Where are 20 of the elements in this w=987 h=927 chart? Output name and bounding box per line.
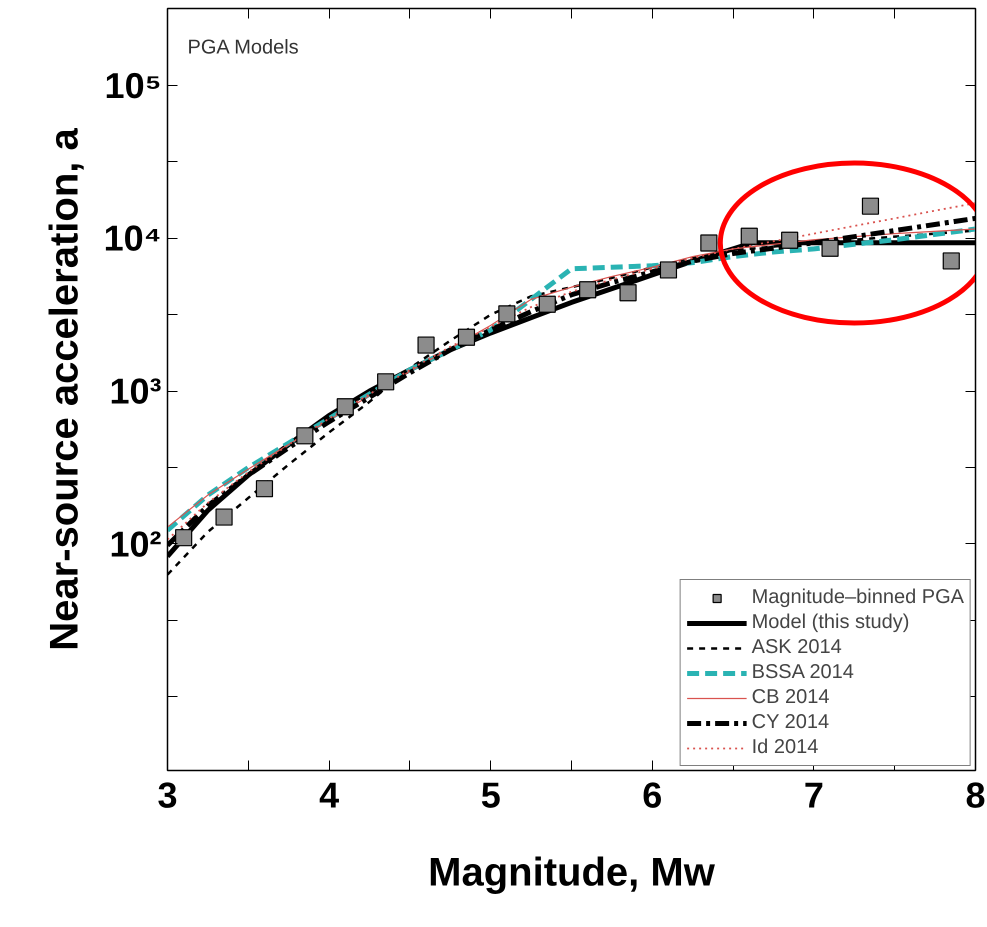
text: PGA Models [188, 36, 299, 58]
x-tick-label: 8 [965, 774, 986, 816]
legend-label: Id 2014 [752, 736, 818, 759]
legend-label: Model (this study) [752, 611, 910, 634]
x-tick-label: 5 [480, 774, 501, 816]
x-tick-label: 6 [642, 774, 662, 816]
y-tick-label: 10⁵ [104, 64, 162, 106]
legend-label: CB 2014 [752, 686, 830, 709]
y-axis-title: Near-source acceleration, a [42, 128, 87, 651]
legend-label: Magnitude–binned PGA [752, 586, 964, 609]
y-tick-label: 10⁴ [104, 218, 162, 259]
y-tick-label: 10³ [109, 370, 162, 412]
legend-label: ASK 2014 [752, 636, 842, 659]
x-tick-label: 3 [157, 774, 178, 816]
y-tick-label: 10² [109, 523, 162, 564]
legend-label: BSSA 2014 [752, 661, 854, 684]
x-tick-label: 7 [804, 774, 824, 816]
legend-label: CY 2014 [752, 711, 830, 734]
x-axis-title: Magnitude, Mw [428, 850, 716, 894]
x-tick-label: 4 [319, 774, 340, 816]
